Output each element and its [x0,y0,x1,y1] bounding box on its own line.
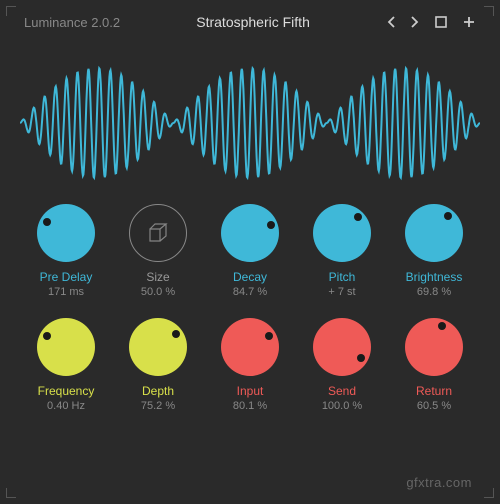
knob-size: Size 50.0 % [112,198,204,304]
knob-decay-value: 84.7 % [233,286,267,298]
knob-return-value: 60.5 % [417,400,451,412]
knob-pre-delay-label: Pre Delay [40,270,93,284]
knob-input: Input 80.1 % [204,312,296,418]
waveform-display [0,38,500,198]
next-preset-icon[interactable] [410,15,420,29]
knob-frequency: Frequency 0.40 Hz [20,312,112,418]
knob-frequency-label: Frequency [38,384,95,398]
app-title: Luminance 2.0.2 [24,15,120,30]
corner-bracket [6,488,16,498]
knob-input-control[interactable] [221,318,279,376]
prev-preset-icon[interactable] [386,15,396,29]
knob-brightness-value: 69.8 % [417,286,451,298]
knob-frequency-control[interactable] [37,318,95,376]
knob-return: Return 60.5 % [388,312,480,418]
knob-decay-control[interactable] [221,204,279,262]
knob-brightness-label: Brightness [406,270,463,284]
knob-pitch-value: + 7 st [328,286,355,298]
nav-icon-group [386,15,476,29]
knob-send-value: 100.0 % [322,400,362,412]
knob-size-value: 50.0 % [141,286,175,298]
knob-pitch-label: Pitch [329,270,356,284]
preset-name[interactable]: Stratospheric Fifth [120,14,386,30]
corner-bracket [6,6,16,16]
knob-pitch: Pitch + 7 st [296,198,388,304]
knob-size-control[interactable] [129,204,187,262]
knob-send-control[interactable] [313,318,371,376]
add-preset-icon[interactable] [462,15,476,29]
preset-browser-icon[interactable] [434,15,448,29]
knob-frequency-value: 0.40 Hz [47,400,85,412]
waveform-svg [20,48,480,198]
knob-input-value: 80.1 % [233,400,267,412]
knob-depth: Depth 75.2 % [112,312,204,418]
knob-grid: Pre Delay 171 ms Size 50.0 % Decay 84.7 % Pitc… [0,198,500,418]
knob-pre-delay-control[interactable] [37,204,95,262]
knob-decay-label: Decay [233,270,267,284]
knob-send-label: Send [328,384,356,398]
knob-return-label: Return [416,384,452,398]
knob-decay: Decay 84.7 % [204,198,296,304]
knob-input-label: Input [237,384,264,398]
knob-pre-delay: Pre Delay 171 ms [20,198,112,304]
knob-depth-value: 75.2 % [141,400,175,412]
knob-pitch-control[interactable] [313,204,371,262]
knob-brightness: Brightness 69.8 % [388,198,480,304]
corner-bracket [484,488,494,498]
knob-depth-label: Depth [142,384,174,398]
knob-pre-delay-value: 171 ms [48,286,84,298]
header-bar: Luminance 2.0.2 Stratospheric Fifth [0,0,500,38]
corner-bracket [484,6,494,16]
watermark-text: gfxtra.com [406,475,472,490]
knob-brightness-control[interactable] [405,204,463,262]
knob-depth-control[interactable] [129,318,187,376]
knob-send: Send 100.0 % [296,312,388,418]
knob-size-label: Size [146,270,169,284]
knob-return-control[interactable] [405,318,463,376]
